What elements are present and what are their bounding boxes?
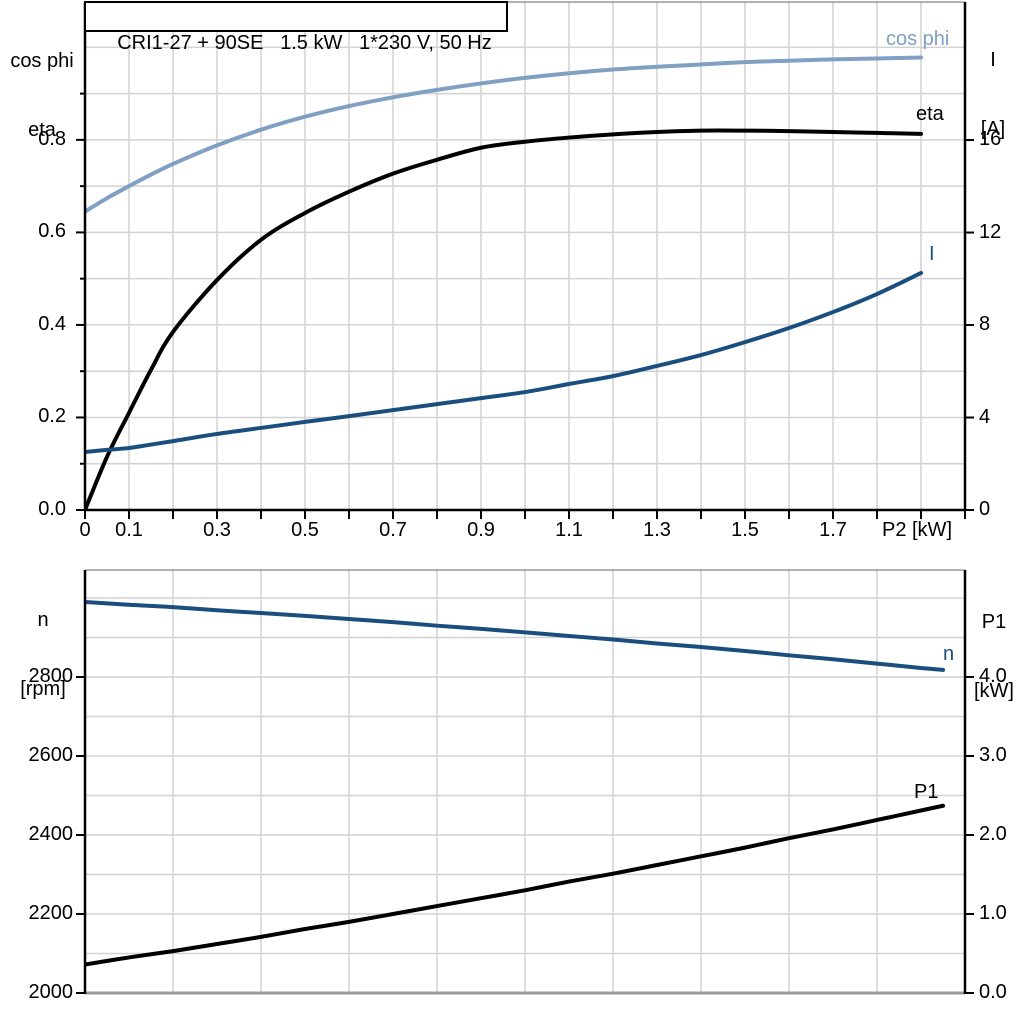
y-tick-label-left: 0.0	[38, 498, 66, 520]
chart-title: CRI1-27 + 90SE 1.5 kW 1*230 V, 50 Hz	[117, 32, 492, 54]
y-tick-label-right: 4.0	[979, 664, 1007, 687]
y-tick-label-right: 2.0	[979, 822, 1007, 845]
y-tick-label-right: 4	[979, 405, 991, 428]
left-axis-title-line2: [rpm]	[20, 678, 66, 700]
y-tick-label-left: 0.2	[38, 405, 66, 428]
curve-label-eta: eta	[916, 103, 944, 125]
x-tick-label: 0.3	[203, 519, 231, 541]
y-tick-label-left: 2000	[28, 981, 74, 1003]
x-tick-label: 0.1	[115, 519, 143, 541]
lower-left-axis-title: n [rpm]	[0, 563, 86, 747]
y-tick-label-right: 3.0	[979, 743, 1007, 766]
y-tick-label-left: 0.6	[38, 220, 66, 243]
y-tick-label-right: 0.0	[979, 981, 1007, 1003]
right-axis-title-line1: P1	[981, 611, 1007, 633]
y-tick-label-left: 0.8	[38, 127, 66, 150]
y-tick-label-right: 1.0	[979, 901, 1007, 924]
y-tick-label-right: 12	[979, 220, 1002, 243]
curve-label-current: I	[929, 243, 935, 265]
curve-label-speed: n	[943, 643, 955, 665]
y-tick-label-right: 16	[979, 128, 1002, 151]
chart-title-box: CRI1-27 + 90SE 1.5 kW 1*230 V, 50 Hz	[84, 1, 508, 54]
curve-n	[85, 599, 945, 672]
x-tick-label: 0.7	[379, 519, 407, 541]
y-tick-label-left: 2400	[28, 823, 74, 846]
x-tick-label: 0.5	[291, 519, 319, 541]
y-tick-label-right: 8	[979, 313, 991, 336]
upper-left-axis-title: cos phi eta	[0, 4, 84, 188]
curve-I	[85, 270, 923, 454]
x-tick-label: 1.3	[643, 519, 671, 541]
lower-right-axis-title: P1 [kW]	[964, 565, 1024, 749]
curve-P1	[85, 803, 945, 967]
y-tick-label-left: 2200	[28, 902, 74, 924]
x-tick-label: 1.5	[731, 519, 759, 541]
left-axis-title-line1: n	[37, 609, 49, 631]
y-tick-label-right: 0	[979, 498, 991, 520]
upper-right-axis-title: I [A]	[964, 3, 1022, 187]
x-tick-label: 0.9	[467, 519, 495, 541]
x-tick-label: 1.1	[555, 519, 583, 541]
y-tick-label-left: 0.4	[38, 312, 66, 335]
left-axis-title-line1: cos phi	[10, 50, 74, 72]
right-axis-title-line1: I	[990, 49, 996, 71]
right-axis-title-line2: [A]	[980, 118, 1006, 140]
curve-cos-phi	[85, 55, 923, 214]
x-tick-label: 1.7	[819, 519, 847, 541]
curve-label-cos-phi: cos phi	[886, 28, 950, 50]
y-tick-label-left: 2800	[28, 665, 74, 688]
right-axis-title-line2: [kW]	[974, 680, 1014, 702]
left-axis-title-line2: eta	[28, 119, 56, 141]
y-tick-label-left: 2600	[28, 744, 74, 767]
curve-label-p1: P1	[914, 781, 939, 803]
curve-eta	[85, 128, 923, 510]
x-axis-title: P2 [kW]	[881, 519, 952, 541]
x-tick-label: 0	[79, 519, 91, 541]
